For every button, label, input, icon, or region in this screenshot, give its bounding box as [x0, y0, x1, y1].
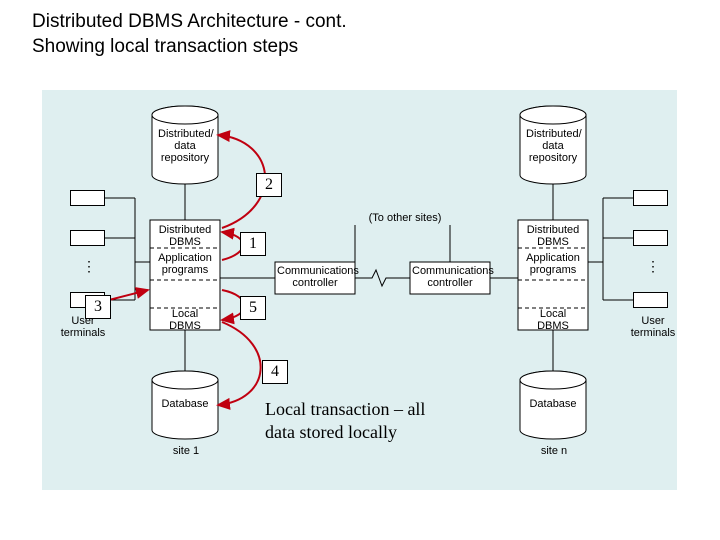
right-db-label: Database: [528, 398, 578, 410]
step-1-box: 1: [240, 232, 266, 256]
step-4-box: 4: [262, 360, 288, 384]
left-repo-label: Distributed/ data repository: [158, 128, 212, 164]
comm-right-label: Communications controller: [412, 265, 488, 289]
left-apps-label: Application programs: [154, 252, 216, 276]
step-3-box: 3: [85, 295, 111, 319]
right-repo-label: Distributed/ data repository: [526, 128, 580, 164]
step-4-label: 4: [271, 363, 279, 381]
step-2-label: 2: [265, 176, 273, 194]
terminal-box: [633, 292, 668, 308]
right-site-label: site n: [536, 445, 572, 457]
dots-icon: ⋮: [646, 258, 661, 275]
step-1-label: 1: [249, 235, 257, 253]
right-dbms-label: Distributed DBMS: [522, 224, 584, 248]
dots-icon: ⋮: [82, 258, 97, 275]
step-5-box: 5: [240, 296, 266, 320]
right-terminals-label: User terminals: [628, 315, 678, 339]
step-5-label: 5: [249, 299, 257, 317]
step-2-box: 2: [256, 173, 282, 197]
terminal-box: [70, 190, 105, 206]
title-line-2: Showing local transaction steps: [32, 36, 298, 57]
caption-text: Local transaction – all data stored loca…: [265, 398, 475, 443]
other-sites-label: (To other sites): [360, 212, 450, 224]
terminal-box: [633, 190, 668, 206]
right-apps-label: Application programs: [522, 252, 584, 276]
left-dbms-label: Distributed DBMS: [154, 224, 216, 248]
left-local-label: Local DBMS: [154, 308, 216, 332]
right-local-label: Local DBMS: [522, 308, 584, 332]
terminal-box: [70, 230, 105, 246]
step-3-label: 3: [94, 298, 102, 316]
left-db-label: Database: [160, 398, 210, 410]
left-site-label: site 1: [168, 445, 204, 457]
title-line-1: Distributed DBMS Architecture - cont.: [32, 11, 347, 32]
comm-left-label: Communications controller: [277, 265, 353, 289]
terminal-box: [633, 230, 668, 246]
page-title: Distributed DBMS Architecture - cont. Sh…: [32, 10, 347, 59]
